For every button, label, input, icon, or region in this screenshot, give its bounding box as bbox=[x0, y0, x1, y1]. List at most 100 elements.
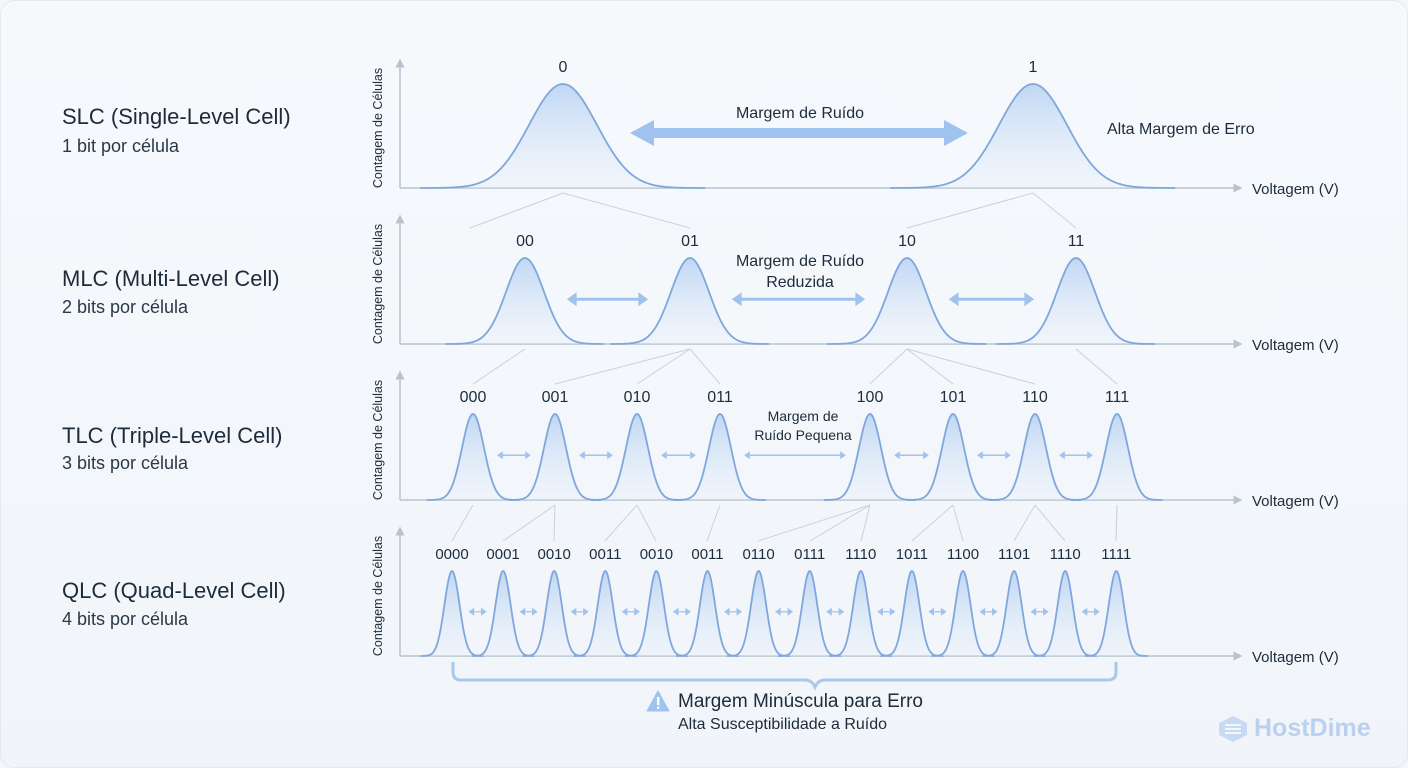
connector-line bbox=[1034, 504, 1066, 542]
distribution-fill bbox=[823, 414, 916, 500]
state-label: 1110 bbox=[1050, 546, 1081, 563]
distribution-fill bbox=[727, 571, 791, 656]
distribution-fill bbox=[996, 258, 1156, 344]
state-label: 0000 bbox=[435, 546, 468, 563]
connector-line bbox=[604, 504, 638, 542]
state-label: 0 bbox=[559, 59, 568, 76]
distribution-curve bbox=[823, 413, 916, 501]
bracket bbox=[451, 662, 1118, 691]
distribution-fill bbox=[624, 571, 688, 656]
connector-line bbox=[636, 348, 691, 385]
distribution-fill bbox=[778, 571, 842, 656]
distribution-curve bbox=[996, 257, 1156, 345]
distribution-curve bbox=[471, 570, 535, 657]
distribution-curve bbox=[906, 413, 999, 501]
state-label: 110 bbox=[1022, 389, 1048, 406]
state-label: 0010 bbox=[538, 546, 571, 563]
connector-line bbox=[451, 504, 474, 542]
distribution-fill bbox=[931, 571, 995, 656]
distribution-fill bbox=[1070, 414, 1163, 500]
distribution-fill bbox=[522, 571, 586, 656]
footer-line1: Margem Minúscula para Erro bbox=[678, 691, 923, 712]
logo-icon bbox=[1219, 715, 1247, 742]
state-label: 1 bbox=[1029, 59, 1038, 76]
distribution-fill bbox=[880, 571, 944, 656]
mlc-title: MLC (Multi-Level Cell) bbox=[62, 266, 280, 291]
distribution-curve bbox=[1084, 570, 1148, 657]
y-axis-label: Contagem de Células bbox=[371, 68, 385, 188]
distribution-curve bbox=[778, 570, 842, 657]
distribution-curve bbox=[982, 570, 1046, 657]
distribution-curve bbox=[827, 257, 987, 345]
distribution-fill bbox=[573, 571, 637, 656]
distribution-fill bbox=[829, 571, 893, 656]
distribution-curve bbox=[988, 413, 1081, 501]
distribution-fill bbox=[590, 414, 683, 500]
connector-line bbox=[860, 504, 871, 542]
connector-line bbox=[554, 348, 691, 385]
state-label: 1100 bbox=[947, 546, 979, 563]
distribution-curve bbox=[508, 413, 601, 501]
distribution-fill bbox=[1033, 571, 1097, 656]
state-label: 101 bbox=[940, 389, 967, 406]
y-axis-label: Contagem de Células bbox=[371, 536, 385, 656]
state-label: 000 bbox=[460, 389, 487, 406]
arrow-head bbox=[775, 607, 794, 616]
state-label: 1011 bbox=[896, 546, 928, 563]
qlc-title: QLC (Quad-Level Cell) bbox=[62, 578, 286, 603]
distribution-fill bbox=[988, 414, 1081, 500]
connector-line bbox=[809, 504, 871, 542]
arrow-head bbox=[826, 607, 845, 616]
error-margin-label: Alta Margem de Erro bbox=[1107, 121, 1255, 138]
connector-line bbox=[1032, 192, 1077, 229]
slc-title: SLC (Single-Level Cell) bbox=[62, 104, 291, 129]
connector-line bbox=[911, 504, 954, 542]
distribution-fill bbox=[420, 84, 706, 188]
connector-line bbox=[562, 192, 691, 229]
distribution-curve bbox=[931, 570, 995, 657]
distribution-curve bbox=[727, 570, 791, 657]
connector-line bbox=[1115, 504, 1118, 542]
connector-line bbox=[706, 504, 721, 542]
footer-line2: Alta Susceptibilidade a Ruído bbox=[678, 716, 888, 733]
arrow-head bbox=[724, 607, 743, 616]
arrow-head bbox=[928, 607, 947, 616]
distribution-curve bbox=[426, 413, 519, 501]
noise-margin-label: Margem de Ruído bbox=[736, 105, 864, 122]
distribution-fill bbox=[890, 84, 1176, 188]
noise-margin-label: Margem de bbox=[768, 408, 839, 424]
connector-line bbox=[472, 348, 526, 385]
distribution-fill bbox=[827, 258, 987, 344]
distribution-fill bbox=[420, 571, 484, 656]
distribution-curve bbox=[445, 257, 605, 345]
distribution-curve bbox=[829, 570, 893, 657]
tlc-title: TLC (Triple-Level Cell) bbox=[62, 423, 283, 448]
x-axis-label: Voltagem (V) bbox=[1252, 649, 1339, 666]
distribution-curve bbox=[673, 413, 766, 501]
distribution-fill bbox=[673, 414, 766, 500]
state-label: 100 bbox=[857, 389, 884, 406]
distribution-fill bbox=[1084, 571, 1148, 656]
connector-line bbox=[906, 192, 1034, 229]
y-axis-label: Contagem de Células bbox=[371, 224, 385, 344]
arrow-head bbox=[621, 607, 640, 616]
state-label: 1110 bbox=[845, 546, 876, 563]
connector-line bbox=[502, 504, 556, 542]
qlc-subtitle: 4 bits por célula bbox=[62, 609, 189, 629]
connector-line bbox=[1075, 348, 1118, 385]
arrow-head bbox=[519, 607, 538, 616]
state-label: 11 bbox=[1068, 233, 1085, 250]
connector-line bbox=[1013, 504, 1036, 542]
connector-line bbox=[469, 192, 564, 229]
arrow-head bbox=[877, 607, 896, 616]
distribution-curve bbox=[1033, 570, 1097, 657]
distribution-fill bbox=[508, 414, 601, 500]
tlc-subtitle: 3 bits por célula bbox=[62, 453, 189, 473]
state-label: 010 bbox=[624, 389, 651, 406]
connector-line bbox=[906, 348, 1036, 385]
distribution-curve bbox=[420, 83, 706, 189]
distribution-curve bbox=[420, 570, 484, 657]
distribution-curve bbox=[610, 257, 770, 345]
state-label: 001 bbox=[542, 389, 569, 406]
state-label: 0111 bbox=[794, 546, 825, 563]
